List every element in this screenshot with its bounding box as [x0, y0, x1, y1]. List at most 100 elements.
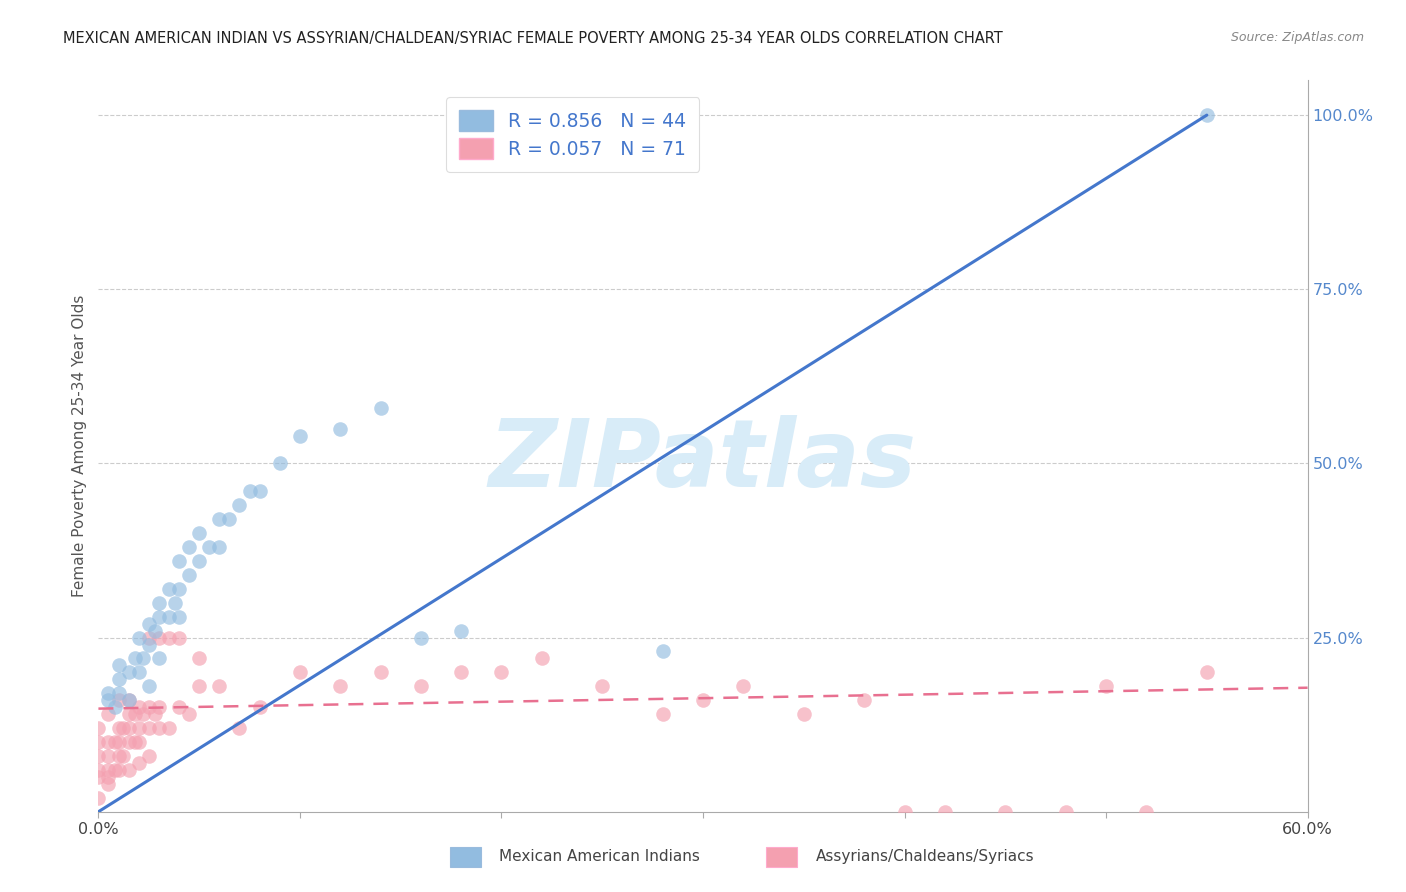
- Text: ZIPatlas: ZIPatlas: [489, 415, 917, 507]
- Point: [239, 484, 262, 499]
- Point: [1195, 108, 1218, 122]
- Point: [1054, 805, 1077, 819]
- Point: [218, 512, 240, 526]
- Point: [167, 631, 190, 645]
- Text: Source: ZipAtlas.com: Source: ZipAtlas.com: [1230, 31, 1364, 45]
- Point: [188, 679, 211, 693]
- Point: [148, 700, 170, 714]
- Point: [107, 693, 129, 707]
- Point: [934, 805, 956, 819]
- Point: [138, 679, 160, 693]
- Point: [87, 763, 110, 777]
- Point: [157, 631, 180, 645]
- Point: [157, 582, 180, 596]
- Point: [188, 651, 211, 665]
- Point: [87, 790, 110, 805]
- Point: [97, 735, 120, 749]
- Point: [188, 554, 211, 568]
- Point: [288, 665, 311, 680]
- Point: [128, 756, 150, 770]
- Point: [1195, 665, 1218, 680]
- Point: [87, 721, 110, 735]
- Point: [103, 763, 125, 777]
- Point: [249, 700, 271, 714]
- Point: [128, 631, 150, 645]
- Point: [893, 805, 915, 819]
- Point: [103, 700, 125, 714]
- Point: [179, 567, 201, 582]
- Point: [288, 428, 311, 442]
- Point: [179, 540, 201, 554]
- Point: [143, 707, 166, 722]
- Point: [409, 631, 432, 645]
- Point: [87, 770, 110, 784]
- Point: [138, 638, 160, 652]
- Point: [97, 763, 120, 777]
- Point: [118, 693, 141, 707]
- Point: [107, 763, 129, 777]
- Text: Assyrians/Chaldeans/Syriacs: Assyrians/Chaldeans/Syriacs: [815, 849, 1033, 863]
- Point: [107, 735, 129, 749]
- Point: [370, 401, 392, 415]
- Point: [148, 631, 170, 645]
- Point: [132, 651, 155, 665]
- Point: [128, 735, 150, 749]
- Point: [97, 770, 120, 784]
- Point: [138, 749, 160, 764]
- Point: [491, 665, 513, 680]
- Point: [118, 665, 141, 680]
- Point: [733, 679, 755, 693]
- Point: [148, 596, 170, 610]
- Point: [97, 777, 120, 791]
- Point: [107, 721, 129, 735]
- Point: [269, 457, 291, 471]
- Y-axis label: Female Poverty Among 25-34 Year Olds: Female Poverty Among 25-34 Year Olds: [72, 295, 87, 597]
- Point: [143, 624, 166, 638]
- Point: [118, 735, 141, 749]
- Point: [329, 421, 352, 435]
- Legend: R = 0.856   N = 44, R = 0.057   N = 71: R = 0.856 N = 44, R = 0.057 N = 71: [446, 97, 699, 172]
- Point: [409, 679, 432, 693]
- Point: [591, 679, 613, 693]
- Point: [148, 721, 170, 735]
- Point: [793, 707, 815, 722]
- Point: [208, 540, 231, 554]
- Point: [132, 707, 155, 722]
- Point: [249, 484, 271, 499]
- Point: [107, 686, 129, 700]
- Point: [107, 673, 129, 687]
- Point: [1095, 679, 1118, 693]
- Point: [157, 721, 180, 735]
- Point: [87, 735, 110, 749]
- Point: [450, 624, 472, 638]
- Point: [651, 707, 673, 722]
- Point: [111, 749, 134, 764]
- Point: [1135, 805, 1157, 819]
- Point: [228, 721, 250, 735]
- Point: [118, 721, 141, 735]
- Point: [111, 721, 134, 735]
- Point: [208, 679, 231, 693]
- Point: [97, 686, 120, 700]
- Point: [124, 735, 146, 749]
- Point: [138, 700, 160, 714]
- Text: MEXICAN AMERICAN INDIAN VS ASSYRIAN/CHALDEAN/SYRIAC FEMALE POVERTY AMONG 25-34 Y: MEXICAN AMERICAN INDIAN VS ASSYRIAN/CHAL…: [63, 31, 1002, 46]
- Point: [107, 658, 129, 673]
- Point: [228, 498, 250, 512]
- Point: [97, 707, 120, 722]
- Text: Mexican American Indians: Mexican American Indians: [499, 849, 700, 863]
- Point: [118, 693, 141, 707]
- Point: [450, 665, 472, 680]
- Point: [692, 693, 714, 707]
- Point: [128, 665, 150, 680]
- Point: [198, 540, 221, 554]
- Point: [167, 554, 190, 568]
- Point: [208, 512, 231, 526]
- Point: [167, 582, 190, 596]
- Point: [329, 679, 352, 693]
- Point: [138, 721, 160, 735]
- Point: [124, 651, 146, 665]
- Point: [188, 526, 211, 541]
- Point: [148, 651, 170, 665]
- Point: [97, 749, 120, 764]
